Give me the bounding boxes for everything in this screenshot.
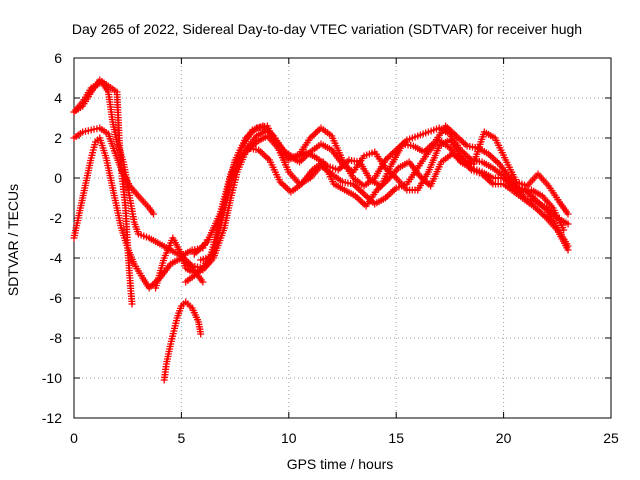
x-tick-label: 20: [496, 430, 512, 446]
x-axis-tick-labels: 0 5 10 15 20 25: [70, 430, 619, 446]
x-tick-label: 5: [178, 430, 186, 446]
y-tick-label: 4: [54, 90, 62, 106]
grid-lines: [74, 58, 611, 418]
y-axis-tick-labels: 6 4 2 0 -2 -4 -6 -8 -10 -12: [42, 50, 62, 426]
y-tick-label: 6: [54, 50, 62, 66]
y-tick-label: -10: [42, 370, 62, 386]
data-point: [149, 210, 157, 218]
x-tick-label: 10: [281, 430, 297, 446]
x-axis-title: GPS time / hours: [287, 456, 394, 472]
series-track-e: [160, 298, 205, 384]
y-tick-label: 0: [54, 170, 62, 186]
axis-ticks: [73, 57, 612, 419]
series-track-g: [177, 126, 572, 272]
x-tick-label: 15: [388, 430, 404, 446]
series-line: [73, 81, 209, 257]
y-tick-label: -6: [50, 290, 63, 306]
series-track-c: [70, 124, 157, 218]
y-tick-label: -8: [50, 330, 63, 346]
series-track-a: [70, 76, 136, 308]
chart-title: Day 265 of 2022, Sidereal Day-to-day VTE…: [72, 21, 582, 37]
x-tick-label: 25: [603, 430, 619, 446]
data-point: [564, 242, 572, 250]
y-tick-label: -4: [50, 250, 63, 266]
data-point: [560, 226, 568, 234]
data-series: [70, 76, 572, 384]
y-tick-label: -12: [42, 410, 62, 426]
y-tick-label: -2: [50, 210, 63, 226]
data-point: [199, 278, 207, 286]
y-axis-title: SDTVAR / TECUs: [5, 184, 21, 296]
data-point: [564, 210, 572, 218]
plot-area-frame: [73, 57, 612, 419]
x-tick-label: 0: [70, 430, 78, 446]
series-track-j: [197, 128, 572, 264]
data-point: [128, 300, 136, 308]
series-track-d: [70, 134, 207, 292]
data-point: [197, 330, 205, 338]
y-tick-label: 2: [54, 130, 62, 146]
series-track-b: [70, 78, 211, 260]
data-point: [564, 220, 572, 228]
